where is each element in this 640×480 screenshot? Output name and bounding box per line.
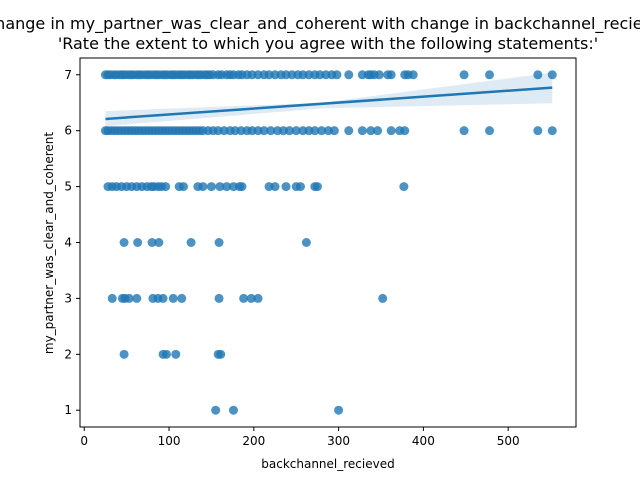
data-point (222, 182, 232, 192)
regression-line-group (105, 86, 553, 121)
data-point (161, 349, 171, 359)
data-point (171, 349, 181, 359)
data-point (317, 126, 327, 136)
data-point (386, 70, 396, 80)
x-tick-label: 100 (158, 434, 181, 448)
data-point (178, 182, 188, 192)
data-point (281, 182, 291, 192)
y-tick-label: 7 (64, 68, 72, 82)
y-axis-label: my_partner_was_clear_and_coherent (42, 132, 56, 355)
data-point (107, 293, 117, 303)
data-point (399, 182, 409, 192)
data-point (366, 126, 376, 136)
data-point (485, 126, 495, 136)
x-tick-label: 0 (80, 434, 88, 448)
data-point (228, 405, 238, 415)
data-point (270, 182, 280, 192)
data-point (301, 238, 311, 247)
data-point (154, 238, 164, 247)
x-tick-label: 500 (497, 434, 520, 448)
x-tick-label: 200 (242, 434, 265, 448)
data-point (332, 70, 342, 80)
data-point (214, 238, 224, 247)
data-point (459, 126, 469, 136)
confidence-band (105, 72, 553, 127)
data-point (161, 182, 171, 192)
data-point (547, 126, 557, 136)
x-axis-ticks: 0 100 200 300 400 500 (80, 427, 520, 448)
y-tick-label: 4 (64, 236, 72, 250)
data-point (168, 293, 178, 303)
data-point (329, 126, 339, 136)
data-point (206, 182, 216, 192)
data-point (386, 126, 396, 136)
data-point (266, 126, 276, 136)
data-point (378, 293, 388, 303)
data-point (119, 349, 129, 359)
y-tick-label: 5 (64, 180, 72, 194)
data-point (246, 293, 256, 303)
data-point (216, 349, 226, 359)
data-point (239, 293, 249, 303)
data-point (158, 293, 168, 303)
data-point (291, 126, 301, 136)
data-point (533, 126, 543, 136)
data-point (533, 70, 543, 80)
data-point (259, 126, 269, 136)
data-point (214, 293, 224, 303)
data-point (177, 293, 187, 303)
y-tick-label: 2 (64, 347, 72, 361)
data-point (124, 293, 134, 303)
y-tick-label: 6 (64, 124, 72, 138)
chart-title-line2: 'Rate the extent to which you agree with… (58, 34, 598, 53)
data-point (344, 70, 354, 80)
data-point (253, 293, 263, 303)
y-tick-label: 3 (64, 291, 72, 305)
x-tick-label: 300 (327, 434, 350, 448)
data-point (459, 70, 469, 80)
data-point (237, 182, 247, 192)
data-point (132, 293, 142, 303)
chart-title-line1: Change in my_partner_was_clear_and_coher… (0, 14, 640, 34)
data-point (198, 182, 208, 192)
data-point (357, 126, 367, 136)
data-point (400, 126, 410, 136)
data-point (374, 70, 384, 80)
data-point (295, 182, 305, 192)
data-point (211, 405, 221, 415)
data-point (186, 238, 196, 247)
data-point (408, 70, 418, 80)
data-point (119, 238, 129, 247)
data-point (133, 238, 143, 247)
y-axis-ticks: 1 2 3 4 5 6 7 (64, 68, 80, 417)
data-point (147, 238, 157, 247)
x-tick-label: 400 (412, 434, 435, 448)
confidence-band-area (105, 72, 553, 127)
data-point (485, 70, 495, 80)
regression-line (105, 86, 553, 121)
data-points (100, 70, 557, 415)
data-point (547, 70, 557, 80)
data-point (344, 126, 354, 136)
data-point (310, 126, 320, 136)
data-point (334, 405, 344, 415)
x-axis-label: backchannel_recieved (261, 457, 394, 471)
data-point (284, 126, 294, 136)
data-point (373, 126, 383, 136)
y-tick-label: 1 (64, 403, 72, 417)
data-point (312, 182, 322, 192)
data-point (215, 182, 225, 192)
